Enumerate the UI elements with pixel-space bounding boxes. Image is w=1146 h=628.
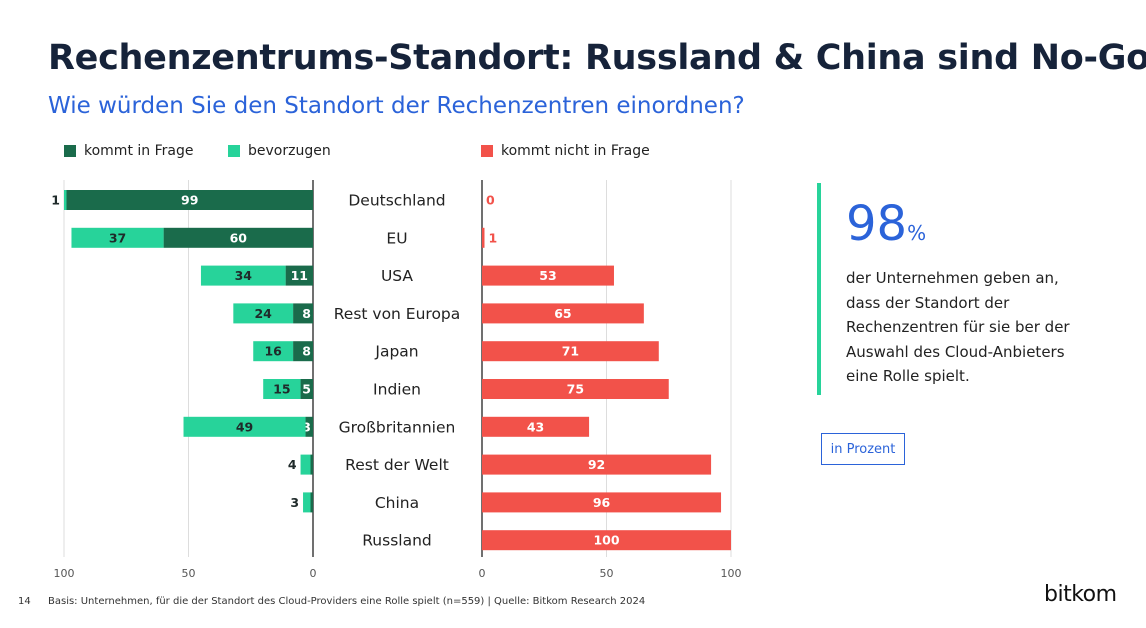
- bar-bevorzugen: [71, 227, 164, 248]
- bar-bevorzugen: [183, 416, 306, 437]
- bar-kommt-nicht-in-frage: [482, 492, 722, 513]
- unit-label-box: in Prozent: [821, 433, 905, 465]
- right-axis-tick-label: 50: [600, 567, 614, 580]
- left-axis-tick-label: 100: [54, 567, 75, 580]
- bar-kommt-in-frage: [300, 379, 313, 399]
- bar-kommt-nicht-in-frage: [482, 416, 590, 437]
- data-label-bevorzugen: 34: [235, 268, 253, 283]
- callout-number-value: 98: [846, 196, 908, 252]
- data-label-kommt-in-frage: 5: [302, 382, 311, 397]
- category-label: Rest der Welt: [345, 456, 449, 474]
- bar-kommt-in-frage: [163, 227, 313, 248]
- legend-item-kommt-in-frage: kommt in Frage: [64, 143, 193, 159]
- page-number: 14: [18, 596, 31, 607]
- data-label-bevorzugen: 3: [290, 495, 299, 510]
- category-label: USA: [381, 267, 413, 285]
- bar-kommt-in-frage: [310, 492, 313, 513]
- data-label-bevorzugen: 4: [288, 457, 297, 472]
- bar-bevorzugen: [64, 190, 67, 210]
- category-label: Russland: [362, 532, 432, 550]
- category-label: EU: [386, 229, 407, 247]
- data-label-bevorzugen: 49: [236, 419, 253, 434]
- bar-kommt-in-frage: [293, 303, 313, 324]
- category-label: Indien: [373, 381, 421, 399]
- bar-kommt-nicht-in-frage: [482, 454, 712, 475]
- data-label-kommt-in-frage: 60: [230, 230, 248, 245]
- data-label-kommt-nicht-in-frage: 0: [486, 193, 495, 208]
- callout-number-unit: %: [907, 221, 927, 245]
- right-axis-tick-label: 0: [479, 567, 486, 580]
- page-title: Rechenzentrums-Standort: Russland & Chin…: [48, 38, 1146, 78]
- bar-bevorzugen: [300, 454, 311, 475]
- category-label: Großbritannien: [339, 418, 456, 436]
- legend-item-kommt-nicht-in-frage: kommt nicht in Frage: [481, 143, 650, 159]
- category-label: Rest von Europa: [334, 305, 461, 323]
- callout-text: der Unternehmen geben an, dass der Stand…: [846, 269, 1070, 385]
- bar-kommt-in-frage: [305, 416, 313, 437]
- legend-label-kommt-nicht-in-frage: kommt nicht in Frage: [501, 143, 650, 159]
- legend-label-bevorzugen: bevorzugen: [248, 143, 331, 159]
- data-label-kommt-in-frage: 11: [291, 268, 308, 283]
- bar-kommt-nicht-in-frage: [482, 379, 669, 399]
- footnote: Basis: Unternehmen, für die der Standort…: [48, 596, 646, 607]
- bar-kommt-in-frage: [66, 190, 314, 210]
- bar-bevorzugen: [200, 265, 286, 286]
- category-label: Japan: [374, 343, 418, 361]
- data-label-kommt-nicht-in-frage: 96: [593, 495, 611, 510]
- bar-kommt-in-frage: [285, 265, 313, 286]
- data-label-kommt-nicht-in-frage: 1: [488, 230, 497, 245]
- data-label-kommt-nicht-in-frage: 65: [554, 306, 571, 321]
- bar-bevorzugen: [303, 492, 311, 513]
- data-label-kommt-in-frage: 8: [302, 306, 311, 321]
- bitkom-logo: bitkom: [1044, 582, 1117, 607]
- data-label-kommt-nicht-in-frage: 71: [562, 344, 579, 359]
- data-label-bevorzugen: 15: [273, 382, 290, 397]
- bar-bevorzugen: [263, 379, 301, 399]
- data-label-kommt-in-frage: 99: [181, 193, 198, 208]
- callout-number: 98%: [846, 196, 926, 252]
- bar-kommt-nicht-in-frage: [482, 341, 659, 362]
- legend-swatch-bevorzugen: [228, 145, 240, 157]
- bar-kommt-nicht-in-frage: [482, 265, 614, 286]
- bar-kommt-nicht-in-frage: [482, 227, 485, 248]
- page-subtitle: Wie würden Sie den Standort der Rechenze…: [48, 93, 745, 119]
- data-label-bevorzugen: 24: [254, 306, 272, 321]
- legend-item-bevorzugen: bevorzugen: [228, 143, 331, 159]
- callout-accent-bar: [817, 183, 821, 395]
- bar-bevorzugen: [233, 303, 294, 324]
- bar-kommt-in-frage: [310, 454, 313, 475]
- legend-swatch-kommt-in-frage: [64, 145, 76, 157]
- bar-kommt-nicht-in-frage: [482, 303, 644, 324]
- left-axis-tick-label: 50: [182, 567, 196, 580]
- left-axis-tick-label: 0: [310, 567, 317, 580]
- data-label-kommt-in-frage: 3: [302, 419, 311, 434]
- data-label-bevorzugen: 1: [51, 193, 60, 208]
- data-label-kommt-nicht-in-frage: 43: [527, 419, 544, 434]
- data-label-kommt-in-frage: 8: [302, 344, 311, 359]
- data-label-bevorzugen: 16: [264, 344, 282, 359]
- category-label: Deutschland: [348, 192, 445, 210]
- data-label-kommt-nicht-in-frage: 53: [539, 268, 556, 283]
- legend-label-kommt-in-frage: kommt in Frage: [84, 143, 194, 159]
- data-label-bevorzugen: 37: [109, 230, 126, 245]
- data-label-kommt-nicht-in-frage: 100: [593, 533, 619, 548]
- data-label-kommt-nicht-in-frage: 92: [588, 457, 605, 472]
- bar-kommt-nicht-in-frage: [482, 530, 731, 551]
- bar-kommt-in-frage: [293, 341, 313, 362]
- data-label-kommt-nicht-in-frage: 75: [567, 382, 584, 397]
- right-axis-tick-label: 100: [721, 567, 742, 580]
- category-label: China: [375, 494, 419, 512]
- legend-swatch-kommt-nicht-in-frage: [481, 145, 493, 157]
- bar-bevorzugen: [253, 341, 294, 362]
